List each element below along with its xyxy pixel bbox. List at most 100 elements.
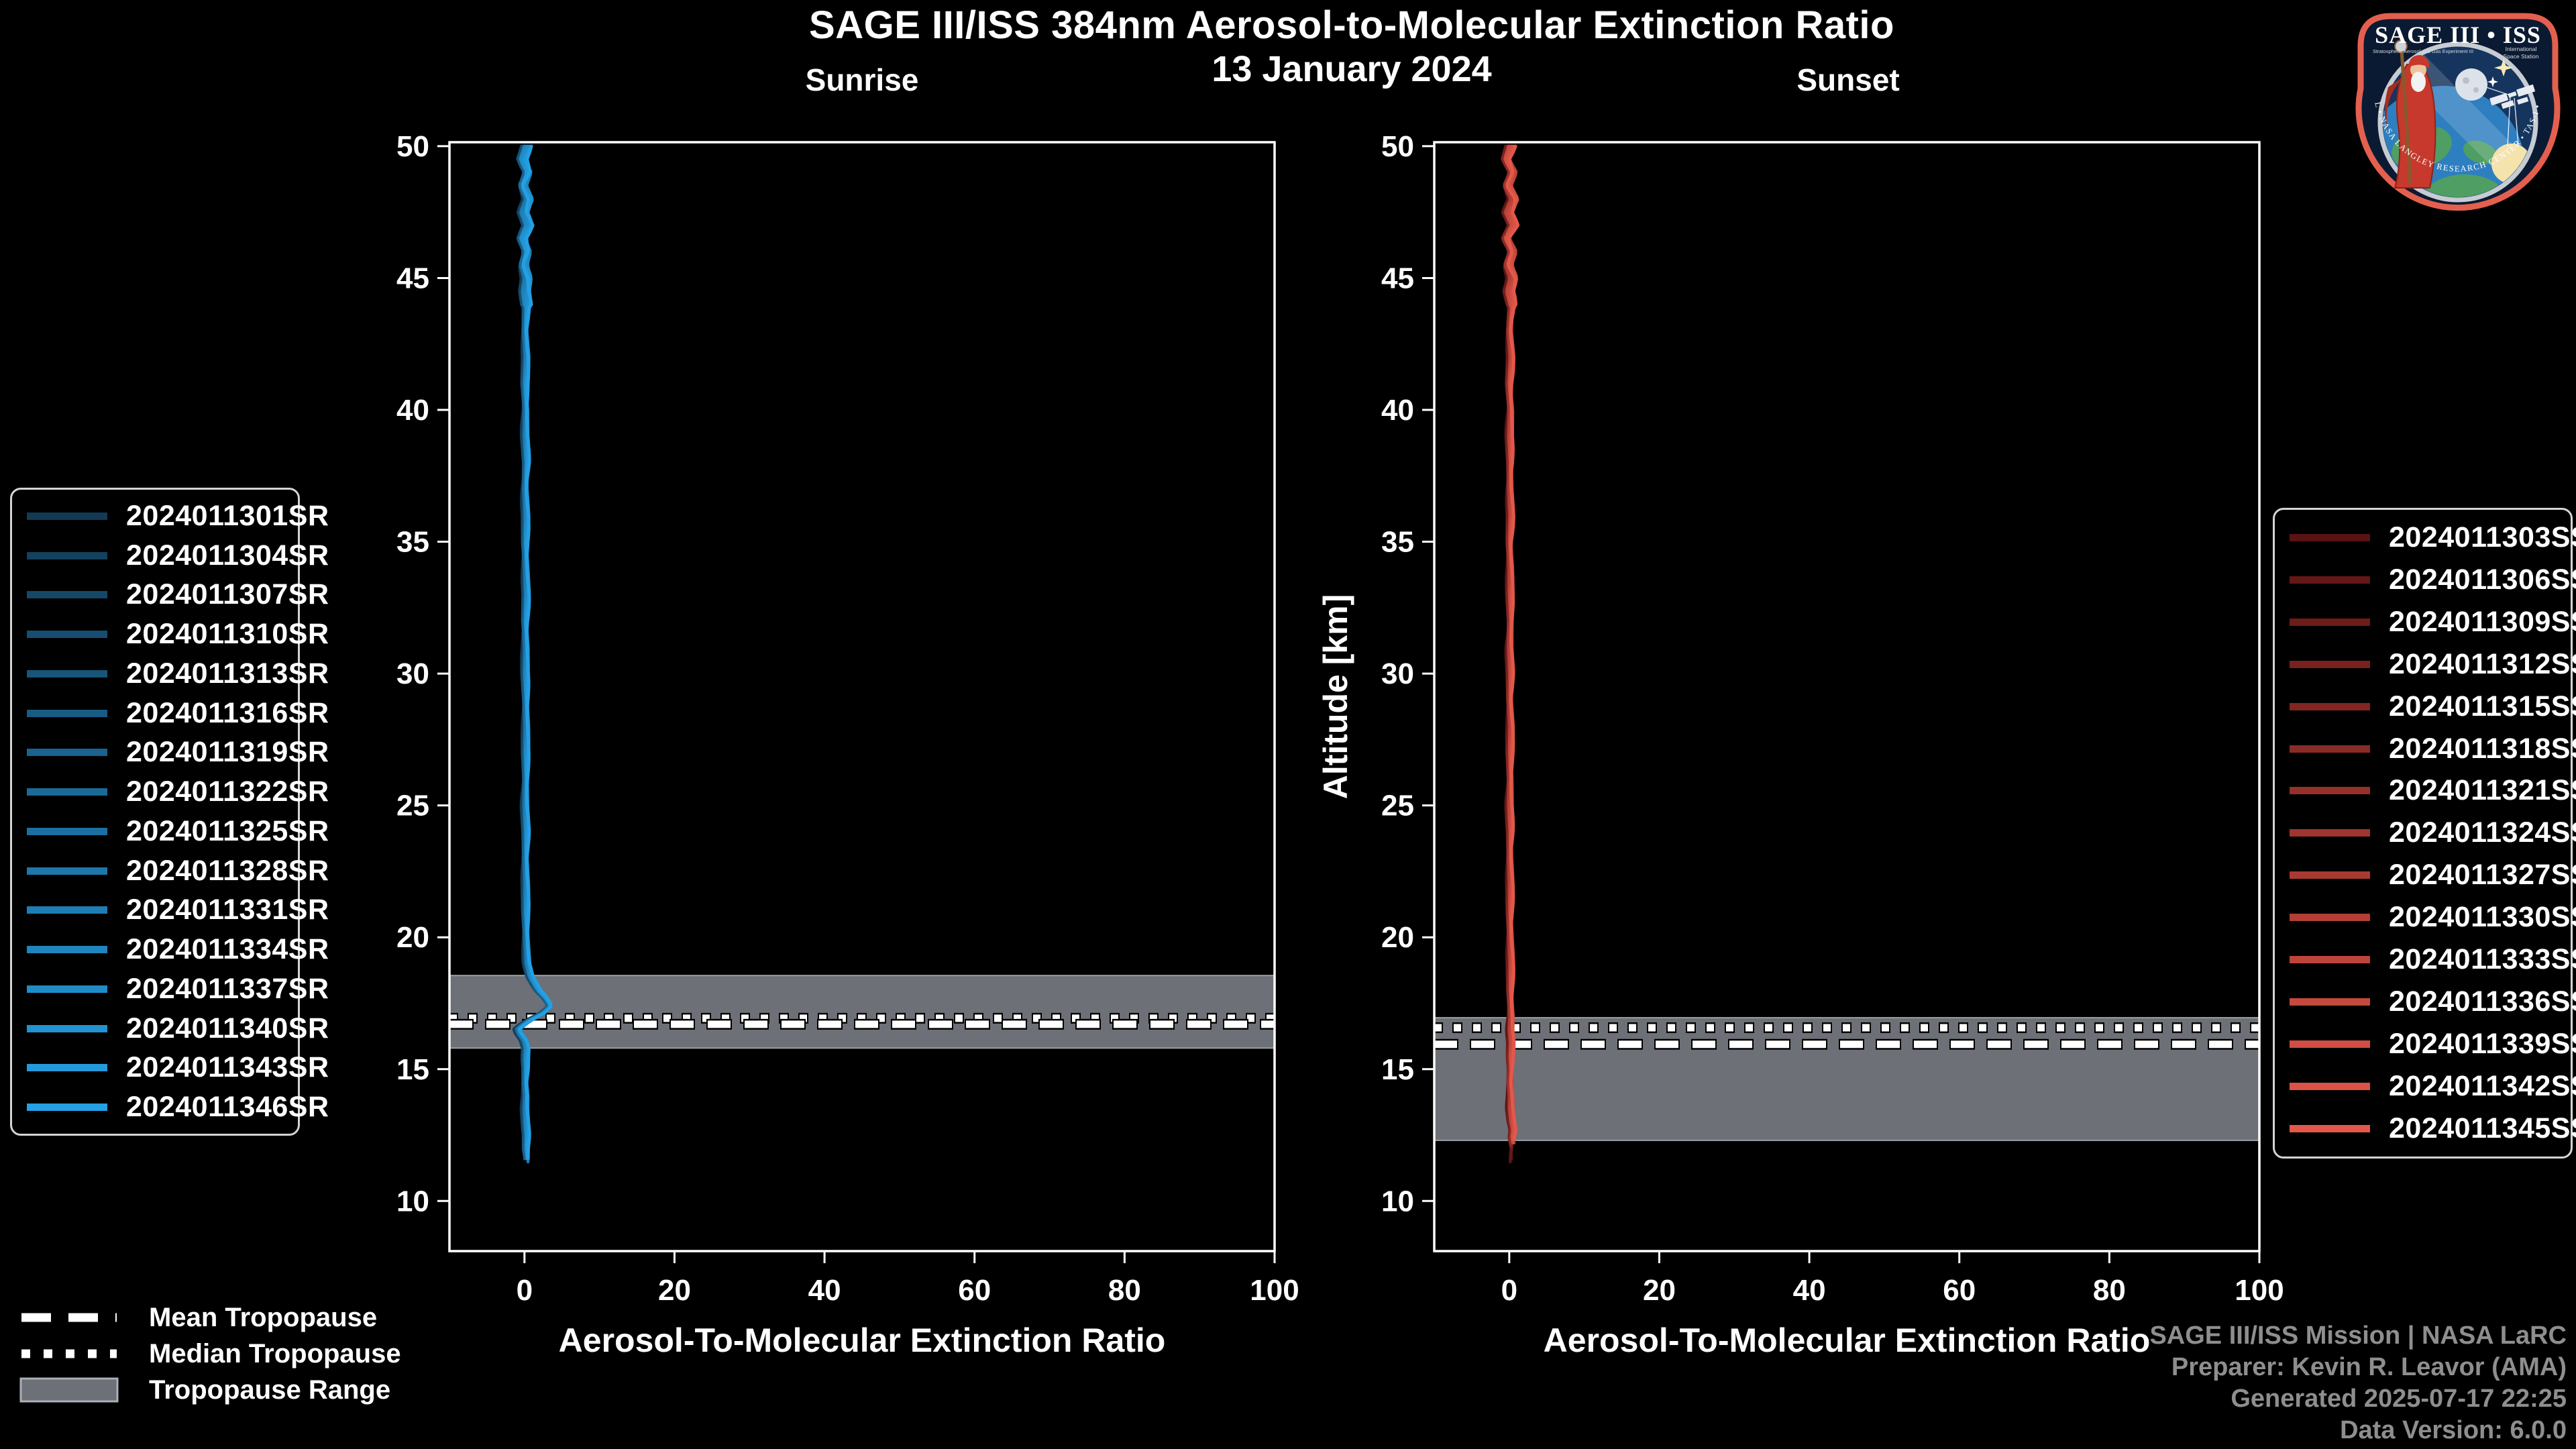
legend-event-label: 2024011345SS	[2389, 1112, 2576, 1144]
y-tick-label: 20	[1381, 921, 1414, 954]
range-band-swatch	[19, 1377, 119, 1403]
logo-subtitle-left: Stratospheric Aerosol and Gas Experiment…	[2373, 48, 2473, 54]
x-axis-label: Aerosol-To-Molecular Extinction Ratio	[1544, 1322, 2151, 1359]
y-tick-label: 15	[1381, 1053, 1414, 1086]
profile-line	[513, 144, 549, 1148]
legend-event-label: 2024011333SS	[2389, 943, 2576, 976]
logo-moon-crater	[2473, 87, 2479, 93]
profile-line	[1502, 144, 1515, 1145]
legend-event-label: 2024011328SR	[126, 854, 329, 887]
legend-line-swatch	[2290, 660, 2370, 668]
legend-event-label: 2024011312SS	[2389, 647, 2576, 680]
x-tick-label: 100	[2235, 1274, 2284, 1307]
sunset-chart: 0 20 40 60 80 100 10 15 20 25 30 35 40 45 50 Aerosol-To…	[1317, 136, 2284, 1359]
y-tick-label: 50	[396, 136, 429, 163]
legend-item: 2024011325SR	[27, 815, 329, 848]
legend-line-swatch	[2290, 618, 2370, 626]
profile-line	[1503, 144, 1517, 1145]
legend-item: 2024011340SR	[27, 1012, 329, 1045]
legend-item: 2024011331SR	[27, 894, 329, 926]
profile-line	[517, 144, 553, 1157]
legend-event-label: 2024011318SS	[2389, 732, 2576, 765]
y-tick-label: 45	[396, 262, 429, 294]
median-tropopause-legend-item: Median Tropopause	[19, 1339, 401, 1368]
legend-line-swatch	[27, 631, 107, 639]
legend-item: 2024011322SR	[27, 775, 329, 808]
legend-event-label: 2024011342SS	[2389, 1069, 2576, 1102]
legend-event-label: 2024011322SR	[126, 775, 329, 808]
legend-line-swatch	[2290, 956, 2370, 964]
x-tick-label: 20	[658, 1274, 691, 1307]
legend-item: 2024011330SS	[2290, 901, 2576, 934]
legend-item: 2024011327SS	[2290, 859, 2576, 892]
legend-event-label: 2024011316SR	[126, 696, 329, 729]
mean-tropopause-legend-item: Mean Tropopause	[19, 1303, 401, 1332]
legend-event-label: 2024011303SS	[2389, 521, 2576, 553]
legend-item: 2024011321SS	[2290, 774, 2576, 807]
legend-item: 2024011346SR	[27, 1091, 329, 1124]
attribution-preparer: Preparer: Kevin R. Leavor (AMA)	[2171, 1352, 2567, 1381]
x-tick-label: 0	[1501, 1274, 1517, 1307]
plot-frame	[1433, 141, 2261, 1252]
legend-event-label: 2024011304SR	[126, 539, 329, 572]
legend-event-label: 2024011307SR	[126, 578, 329, 611]
y-tick-label: 15	[396, 1053, 429, 1086]
legend-event-label: 2024011306SS	[2389, 563, 2576, 596]
logo-iss	[2489, 84, 2536, 109]
legend-line-swatch	[27, 551, 107, 559]
legend-line-swatch	[2290, 1124, 2370, 1132]
legend-event-label: 2024011343SR	[126, 1051, 329, 1084]
logo-subtitle-right-2: Space Station	[2504, 53, 2539, 60]
attribution-block: SAGE III/ISS Mission | NASA LaRC Prepare…	[2149, 1320, 2567, 1446]
dashed-line-swatch	[21, 1313, 117, 1322]
legend-item: 2024011307SR	[27, 578, 329, 611]
legend-line-swatch	[27, 512, 107, 520]
profile-line	[1501, 144, 1515, 1151]
y-tick-label: 45	[1381, 262, 1414, 294]
legend-line-swatch	[2290, 1040, 2370, 1049]
profile-line	[1501, 144, 1515, 1164]
profile-line	[519, 144, 552, 1161]
y-tick-label: 10	[1381, 1185, 1414, 1218]
y-tick-label: 35	[1381, 526, 1414, 559]
legend-item: 2024011334SR	[27, 933, 329, 966]
legend-event-label: 2024011339SS	[2389, 1028, 2576, 1061]
profile-line	[515, 144, 550, 1155]
x-tick-label: 40	[1793, 1274, 1826, 1307]
legend-item: 2024011319SR	[27, 736, 329, 769]
sage-iii-iss-logo: SAGE III • ISS Stratospheric Aerosol and…	[2343, 8, 2561, 211]
legend-item: 2024011339SS	[2290, 1028, 2576, 1061]
legend-line-swatch	[27, 1064, 107, 1072]
tropopause-range-band	[1434, 1017, 2260, 1141]
x-tick-label: 20	[1643, 1274, 1676, 1307]
legend-item: 2024011304SR	[27, 539, 329, 572]
y-tick-label: 40	[1381, 394, 1414, 427]
profile-line	[514, 144, 550, 1155]
y-tick-label: 10	[396, 1185, 429, 1218]
logo-moon	[2455, 68, 2487, 101]
legend-item: 2024011313SR	[27, 657, 329, 690]
legend-event-label: 2024011324SS	[2389, 816, 2576, 849]
profile-line	[516, 144, 549, 1157]
y-tick-label: 30	[1381, 657, 1414, 690]
plot-frame	[448, 141, 1276, 1252]
profile-line	[1501, 144, 1515, 1161]
legend-event-label: 2024011315SS	[2389, 690, 2576, 722]
x-tick-label: 80	[1108, 1274, 1141, 1307]
profile-line	[1503, 144, 1519, 1142]
legend-line-swatch	[27, 827, 107, 835]
legend-item: 2024011343SR	[27, 1051, 329, 1084]
legend-event-label: 2024011310SR	[126, 618, 329, 651]
profile-line	[515, 144, 552, 1164]
legend-line-swatch	[27, 1104, 107, 1112]
profile-line	[515, 144, 551, 1161]
legend-line-swatch	[2290, 745, 2370, 753]
logo-sage-figure	[2385, 40, 2436, 189]
legend-item: 2024011333SS	[2290, 943, 2576, 976]
profile-line	[1503, 144, 1518, 1145]
y-tick-label: 35	[396, 526, 429, 559]
x-tick-label: 60	[958, 1274, 991, 1307]
legend-event-label: 2024011301SR	[126, 499, 329, 532]
x-tick-label: 80	[2093, 1274, 2126, 1307]
